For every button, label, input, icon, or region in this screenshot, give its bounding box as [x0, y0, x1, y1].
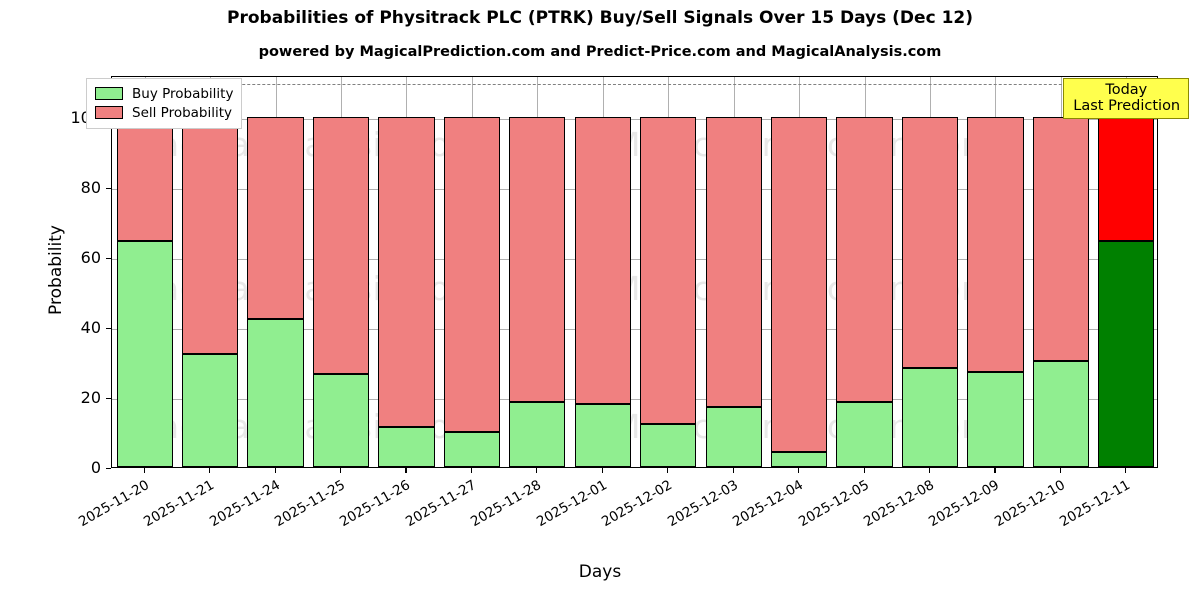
- plot-area: MagicalAnalysis.comMagicalPrediction.com…: [111, 76, 1158, 468]
- x-tick-mark: [798, 468, 800, 473]
- x-tick-mark: [470, 468, 472, 473]
- y-tick-mark: [106, 398, 111, 400]
- bar-group[interactable]: [247, 77, 304, 467]
- bar-segment-buy: [574, 404, 631, 467]
- x-tick-mark: [732, 468, 734, 473]
- x-tick-mark: [863, 468, 865, 473]
- threshold-dashed-line: [112, 84, 1157, 85]
- bar-segment-sell: [770, 117, 828, 453]
- legend-item-sell: Sell Probability: [95, 103, 233, 122]
- bar-group[interactable]: [312, 77, 370, 467]
- bar-segment-sell: [901, 117, 959, 369]
- bar-segment-sell: [574, 117, 631, 404]
- x-tick-mark: [928, 468, 931, 473]
- y-tick-mark: [106, 468, 111, 470]
- x-tick-mark: [274, 468, 276, 473]
- gridline-horizontal: [112, 259, 1157, 260]
- bar-group[interactable]: [574, 77, 631, 467]
- bar-segment-sell: [967, 117, 1024, 372]
- bar-group[interactable]: [116, 77, 173, 467]
- bar-segment-buy: [378, 426, 435, 467]
- x-tick-mark: [209, 468, 211, 473]
- y-tick-label: 80: [80, 178, 101, 197]
- bar-segment-sell: [836, 117, 893, 402]
- bar-segment-buy: [509, 401, 566, 467]
- bar-group[interactable]: [901, 77, 959, 467]
- bar-segment-sell: [312, 117, 370, 375]
- bars-layer: [112, 77, 1157, 467]
- bar-segment-sell: [378, 117, 435, 427]
- bar-group[interactable]: [705, 77, 762, 467]
- bar-group[interactable]: [836, 77, 893, 467]
- y-tick-mark: [106, 188, 111, 190]
- y-tick-label: 40: [80, 318, 101, 337]
- legend-label-buy: Buy Probability: [132, 85, 234, 102]
- y-tick-label: 20: [80, 388, 101, 407]
- gridline-horizontal: [112, 399, 1157, 400]
- legend-swatch-buy: [95, 87, 123, 100]
- legend-swatch-sell: [95, 106, 123, 119]
- bar-segment-buy: [640, 423, 697, 467]
- y-tick-mark: [106, 258, 111, 260]
- bar-group[interactable]: [967, 77, 1024, 467]
- bar-group[interactable]: [509, 77, 566, 467]
- x-tick-mark: [405, 468, 407, 473]
- x-tick-mark: [1125, 468, 1127, 473]
- bar-segment-sell: [1098, 117, 1155, 241]
- bar-group[interactable]: [378, 77, 435, 467]
- x-tick-mark: [143, 468, 145, 473]
- gridline-horizontal: [112, 189, 1157, 190]
- bar-segment-sell: [705, 117, 762, 408]
- today-annotation: Today Last Prediction: [1063, 78, 1190, 120]
- y-axis-label: Probability: [46, 225, 66, 315]
- legend-label-sell: Sell Probability: [132, 104, 233, 121]
- bar-segment-sell: [116, 117, 173, 241]
- bar-segment-sell: [247, 117, 304, 319]
- x-tick-mark: [340, 468, 342, 473]
- x-tick-mark: [536, 468, 538, 473]
- bar-segment-buy: [836, 401, 893, 467]
- x-tick-mark: [601, 468, 603, 473]
- bar-group[interactable]: [182, 77, 239, 467]
- bar-segment-buy: [312, 374, 370, 467]
- bar-segment-buy: [1098, 240, 1155, 467]
- chart-subtitle: powered by MagicalPrediction.com and Pre…: [258, 44, 942, 60]
- bar-segment-buy: [116, 240, 173, 467]
- bar-segment-sell: [182, 117, 239, 355]
- bar-segment-sell: [509, 117, 566, 402]
- gridline-horizontal: [112, 329, 1157, 330]
- bar-group[interactable]: [443, 77, 501, 467]
- y-tick-label: 0: [90, 458, 101, 477]
- bar-segment-sell: [640, 117, 697, 424]
- bar-segment-buy: [182, 354, 239, 467]
- bar-segment-sell: [443, 117, 501, 432]
- bar-segment-sell: [1032, 117, 1089, 361]
- bar-segment-buy: [770, 452, 828, 467]
- gridline-horizontal: [112, 119, 1157, 120]
- chart-title: Probabilities of Physitrack PLC (PTRK) B…: [227, 8, 973, 28]
- bar-segment-buy: [901, 368, 959, 467]
- x-tick-mark: [667, 468, 669, 473]
- chart-legend: Buy Probability Sell Probability: [86, 78, 243, 129]
- bar-segment-buy: [967, 371, 1024, 467]
- y-tick-mark: [106, 328, 111, 330]
- legend-item-buy: Buy Probability: [95, 84, 233, 103]
- x-tick-mark: [1059, 468, 1061, 473]
- bar-segment-buy: [1032, 360, 1089, 467]
- x-tick-mark: [994, 468, 996, 473]
- bar-segment-buy: [247, 318, 304, 467]
- bar-group[interactable]: [640, 77, 697, 467]
- bar-group[interactable]: [770, 77, 828, 467]
- bar-segment-buy: [443, 432, 501, 467]
- bar-segment-buy: [705, 407, 762, 467]
- bar-group[interactable]: [1032, 77, 1089, 467]
- y-tick-label: 60: [80, 248, 101, 267]
- bar-today[interactable]: [1098, 77, 1155, 467]
- x-axis-label: Days: [578, 562, 622, 582]
- today-annotation-line2: Last Prediction: [1073, 98, 1181, 115]
- today-annotation-line1: Today: [1105, 82, 1148, 98]
